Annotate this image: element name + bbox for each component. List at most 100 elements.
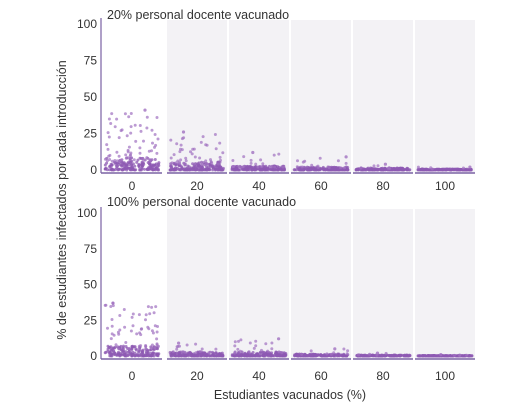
data-point	[130, 163, 134, 167]
data-point	[303, 159, 307, 163]
data-point	[139, 168, 143, 172]
data-point	[184, 156, 188, 160]
data-point	[191, 168, 195, 172]
data-point	[144, 344, 148, 347]
data-point	[389, 354, 393, 358]
data-point	[178, 150, 182, 154]
data-point	[155, 330, 159, 334]
data-point	[106, 349, 110, 353]
data-point	[183, 162, 187, 166]
data-point	[169, 156, 173, 160]
data-point	[208, 165, 212, 169]
data-point	[204, 162, 208, 166]
data-point	[184, 159, 188, 163]
data-point	[123, 112, 127, 116]
data-point	[133, 123, 137, 127]
data-point	[153, 163, 157, 167]
data-point	[316, 164, 320, 168]
data-point	[144, 318, 147, 322]
data-point	[204, 159, 208, 163]
data-point	[201, 135, 205, 139]
data-point	[181, 130, 186, 134]
y-tick-label: 100	[77, 206, 97, 220]
data-point	[332, 351, 336, 355]
facet-background	[415, 209, 475, 359]
data-point	[151, 331, 155, 335]
data-point	[110, 112, 114, 116]
facet-background	[167, 20, 227, 173]
data-point	[468, 165, 472, 169]
data-point	[436, 354, 440, 357]
data-point	[257, 354, 261, 358]
data-point	[300, 352, 304, 356]
data-point	[239, 354, 243, 358]
x-tick-label: 60	[314, 179, 328, 193]
data-point	[309, 349, 313, 353]
data-point	[107, 154, 111, 158]
data-point	[131, 324, 135, 328]
data-point	[254, 339, 258, 343]
data-point	[138, 156, 142, 160]
data-point	[214, 167, 217, 171]
data-point	[253, 168, 257, 172]
facet-background	[167, 209, 227, 359]
data-point	[344, 155, 348, 159]
data-point	[113, 159, 117, 162]
data-point	[455, 167, 459, 171]
data-point	[200, 162, 204, 166]
data-point	[421, 167, 425, 171]
panel-title: 100% personal docente vacunado	[107, 195, 296, 209]
data-point	[104, 303, 108, 307]
data-point	[236, 353, 240, 357]
data-point	[110, 318, 114, 321]
x-tick-label: 20	[190, 369, 204, 383]
panel-group-2: 100% personal docente vacunado 0 25 50 75 100…	[77, 195, 475, 383]
facet-background	[353, 20, 413, 173]
data-point	[262, 351, 266, 355]
data-point	[169, 165, 173, 169]
data-point	[384, 168, 388, 172]
data-point	[407, 353, 411, 357]
data-point	[244, 166, 247, 170]
data-point	[214, 165, 217, 169]
data-point	[118, 314, 122, 317]
data-point	[435, 168, 439, 172]
data-point	[191, 147, 195, 151]
data-point	[211, 168, 215, 172]
data-point	[185, 343, 189, 347]
data-point	[121, 168, 125, 172]
data-point	[355, 168, 359, 171]
y-tick-label: 75	[84, 54, 98, 68]
data-point	[199, 140, 203, 144]
data-point	[264, 342, 268, 346]
data-point	[122, 350, 126, 354]
data-point	[247, 350, 251, 354]
data-point	[135, 160, 139, 164]
data-point	[124, 156, 128, 160]
data-point	[106, 131, 110, 135]
data-point	[131, 312, 135, 316]
data-point	[274, 351, 278, 355]
data-point	[270, 341, 274, 345]
data-point	[126, 354, 130, 357]
data-point	[153, 324, 157, 328]
x-tick-label: 20	[190, 179, 204, 193]
data-point	[293, 354, 296, 358]
data-point	[266, 349, 270, 353]
data-point	[243, 352, 247, 356]
data-point	[242, 155, 246, 159]
data-point	[233, 340, 237, 344]
data-point	[221, 151, 225, 155]
data-point	[138, 353, 142, 357]
data-point	[248, 341, 252, 345]
data-point	[118, 159, 122, 163]
data-point	[109, 351, 113, 355]
data-point	[383, 162, 387, 166]
data-point	[256, 165, 260, 169]
data-point	[301, 168, 305, 171]
data-point	[194, 351, 198, 355]
data-point	[117, 167, 121, 171]
data-point	[303, 353, 307, 356]
data-point	[128, 346, 131, 350]
data-point	[211, 164, 215, 168]
